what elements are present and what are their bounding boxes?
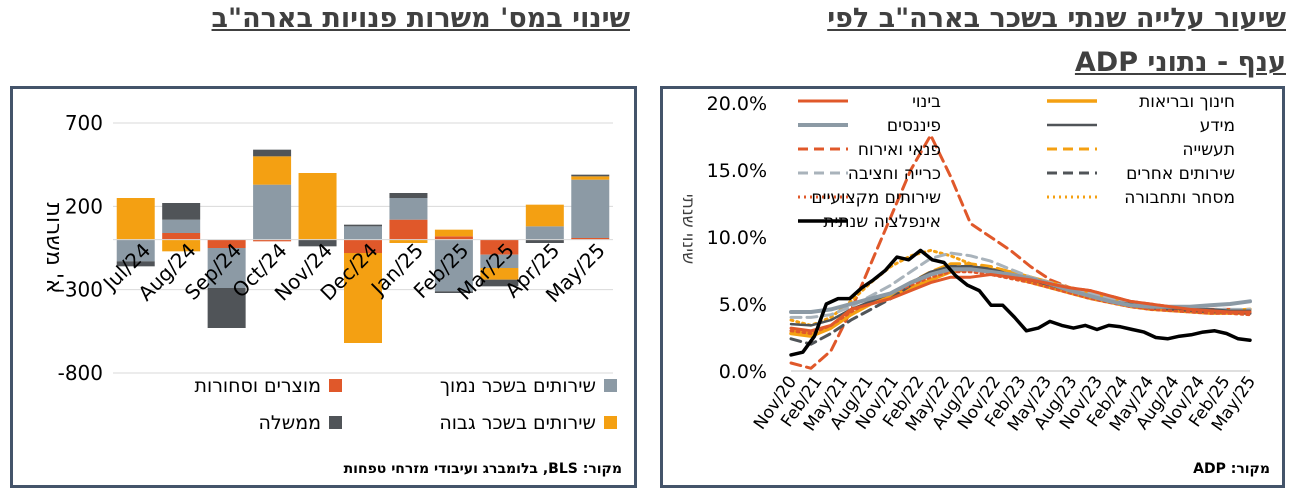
left-bar-segment [253,184,292,240]
left-bar-segment [434,229,473,237]
right-legend-label: בינוי [912,92,941,112]
left-bar-segment [434,236,473,240]
left-bar-segment [344,226,382,240]
right-series-line [789,273,1252,333]
right-chart-panel: 0.0% 5.0% 10.0% 15.0% 20.0% שינוי שנתי Nov/20 F… [660,86,1285,488]
left-bar-segment [116,261,155,267]
left-bar-segment [344,253,382,343]
left-bar-segment [389,193,428,198]
left-bar-segment [162,203,201,220]
left-legend-label: שירותים בשכר גבוה [439,412,596,434]
left-bar-segment [571,238,610,240]
left-bar-segment [480,239,519,255]
left-bar-segment [480,254,519,268]
right-series-line [789,133,1252,370]
right-legend-label: תעשייה [1182,140,1235,160]
left-bar-segment [434,239,473,292]
left-bar-segment [389,219,428,240]
left-bar-segment [344,224,382,227]
left-bar-segment [162,219,201,233]
left-legend-swatch [604,379,617,392]
right-y-tick-label: 15.0% [707,160,767,182]
left-legend-label: שירותים בשכר נמוך [440,375,596,397]
left-y-tick-label: 700 [65,111,103,135]
right-chart-title-line2: ענף - נתוני ADP [1074,47,1286,78]
left-legend-label: מוצרים וסחורות [195,375,321,397]
left-bar-segment [207,239,246,248]
left-chart-panel: 700 200 -300 -800 א' משרות Jul/24 Aug/24 Sep/24… [10,86,637,488]
left-bar-segment [480,268,519,280]
left-bar-segment [162,239,201,252]
left-chart-title: שינוי במס' משרות פנויות בארה"ב [211,3,630,34]
right-series-line [789,265,1252,346]
left-bar-segment [434,291,473,293]
right-series-line [789,248,1252,357]
left-bar-segment [525,239,564,243]
left-bar-segment [253,149,292,157]
left-bar-segment [207,288,246,328]
left-y-tick-label: -800 [58,361,103,385]
left-bar-segment [389,239,428,243]
left-bar-segment [344,239,382,253]
left-bar-segment [162,233,201,240]
left-bar-segment [480,279,519,287]
left-bar-segment [298,173,337,240]
right-y-tick-label: 0.0% [719,361,767,383]
left-bar-segment [298,239,337,247]
right-legend-label: חינוך ובריאות [1139,92,1235,112]
left-bar-segment [525,226,564,240]
left-bar-segment [253,239,292,242]
left-legend-swatch [329,416,342,429]
right-legend-label: מסחר ותחבורה [1124,188,1235,208]
right-y-axis-label: שינוי שנתי [678,194,698,264]
left-bar-segment [207,248,246,288]
left-legend-swatch [604,416,617,429]
right-y-tick-label: 10.0% [707,227,767,249]
left-bar-segment [571,179,610,238]
right-chart-title-line1: שיעור עלייה שנתי בשכר בארה"ב לפי [827,3,1286,34]
right-legend-label: שירותים אחרים [1126,164,1235,184]
left-bar-segment [525,204,564,227]
left-bar-segment [116,198,155,240]
left-chart-source: מקור: BLS, בלומברג ועיבודי מזרחי טפחות [343,461,622,477]
right-chart-source: מקור: ADP [1193,461,1270,477]
left-bar-segment [571,174,610,177]
right-legend-label: כרייה וחציבה [848,164,941,184]
left-legend-swatch [329,379,342,392]
right-legend-label: מידע [1200,116,1235,136]
right-legend-label: פנאי ואירוח [858,140,941,160]
left-bar-segment [571,176,610,180]
left-bar-segment [116,239,155,262]
left-bar-segment [389,198,428,220]
right-legend-label: פיננסים [887,116,941,136]
left-bar-segment [253,156,292,185]
right-y-tick-label: 20.0% [707,93,767,115]
left-y-tick-label: 200 [65,194,103,218]
right-legend-label: אינפלציה שנתית [823,212,941,232]
right-legend-label: שירותים מקצועיים [811,188,941,208]
right-chart-svg: 0.0%5.0%10.0%15.0%20.0%שינוי שנתיNov/20F… [678,92,1260,435]
left-legend-label: ממשלה [259,412,321,434]
left-y-axis-label: א' משרות [41,202,66,293]
left-y-tick-label: -300 [58,278,103,302]
right-y-tick-label: 5.0% [719,294,767,316]
